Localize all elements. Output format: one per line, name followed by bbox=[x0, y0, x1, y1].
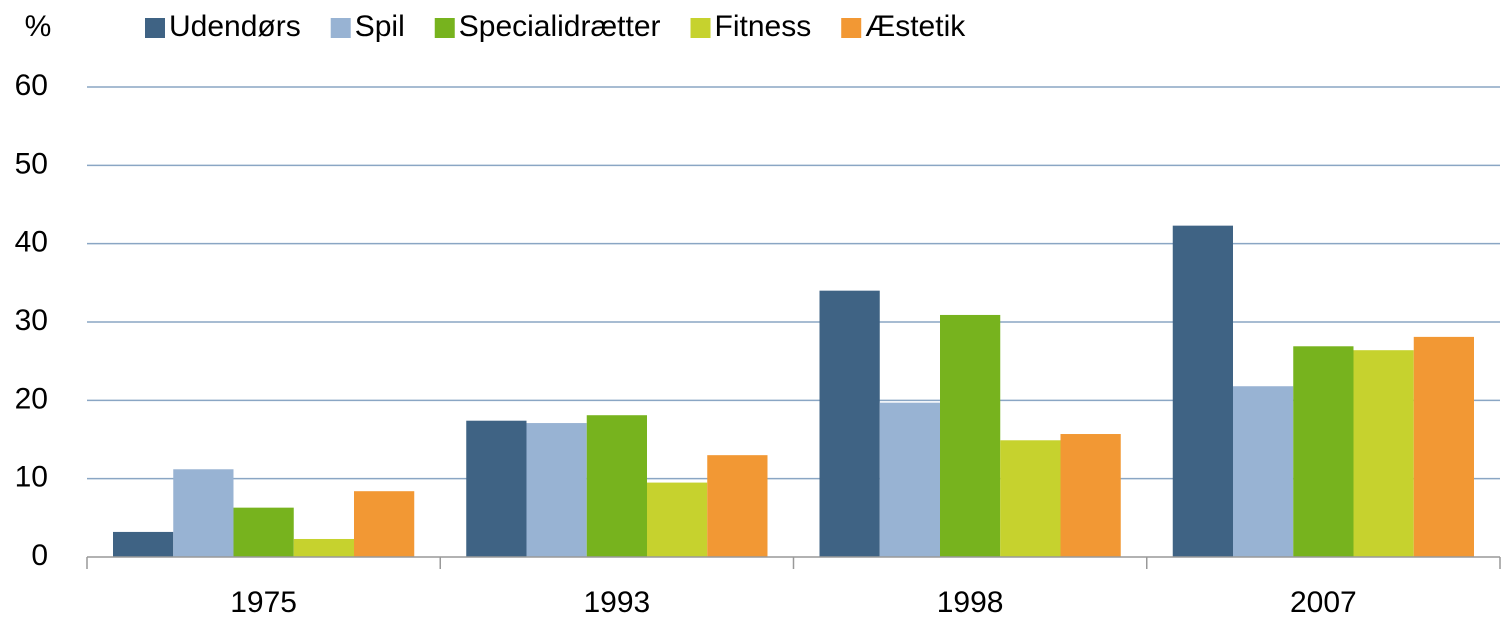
bar bbox=[1000, 440, 1061, 557]
y-axis-label: % bbox=[25, 10, 52, 43]
bar bbox=[940, 314, 1001, 557]
bar bbox=[1293, 346, 1354, 557]
bar bbox=[233, 507, 294, 557]
x-tick-label: 1998 bbox=[937, 586, 1004, 619]
bar bbox=[647, 482, 708, 557]
bar bbox=[354, 491, 415, 557]
bar bbox=[819, 290, 880, 557]
legend-swatch bbox=[330, 18, 351, 38]
bar bbox=[707, 455, 768, 557]
bar bbox=[1353, 350, 1414, 557]
bar bbox=[466, 420, 527, 557]
y-tick-label: 60 bbox=[15, 69, 48, 102]
legend-label: Specialidrætter bbox=[459, 10, 661, 43]
bar bbox=[1233, 386, 1294, 557]
y-tick-label: 40 bbox=[15, 226, 48, 259]
bar bbox=[1060, 434, 1121, 557]
x-tick-label: 1975 bbox=[230, 586, 297, 619]
bar bbox=[173, 469, 234, 557]
legend-swatch bbox=[690, 18, 711, 38]
x-tick-label: 1993 bbox=[584, 586, 651, 619]
y-tick-label: 30 bbox=[15, 304, 48, 337]
y-tick-label: 20 bbox=[15, 382, 48, 415]
y-tick-label: 0 bbox=[31, 539, 48, 572]
x-tick-label: 2007 bbox=[1290, 586, 1357, 619]
legend-label: Æstetik bbox=[865, 10, 966, 43]
legend-swatch bbox=[145, 18, 165, 38]
legend-label: Fitness bbox=[715, 10, 812, 43]
y-tick-label: 50 bbox=[15, 147, 48, 180]
bar bbox=[1172, 225, 1233, 557]
bar bbox=[526, 423, 587, 557]
bar bbox=[113, 531, 174, 557]
bar bbox=[586, 415, 647, 557]
y-tick-label: 10 bbox=[15, 461, 48, 494]
bar bbox=[1413, 336, 1474, 557]
legend-label: Udendørs bbox=[169, 10, 301, 43]
bar bbox=[879, 402, 940, 557]
legend-label: Spil bbox=[355, 10, 405, 43]
legend-swatch bbox=[434, 18, 455, 38]
legend-swatch bbox=[841, 18, 862, 38]
bar bbox=[293, 538, 354, 557]
